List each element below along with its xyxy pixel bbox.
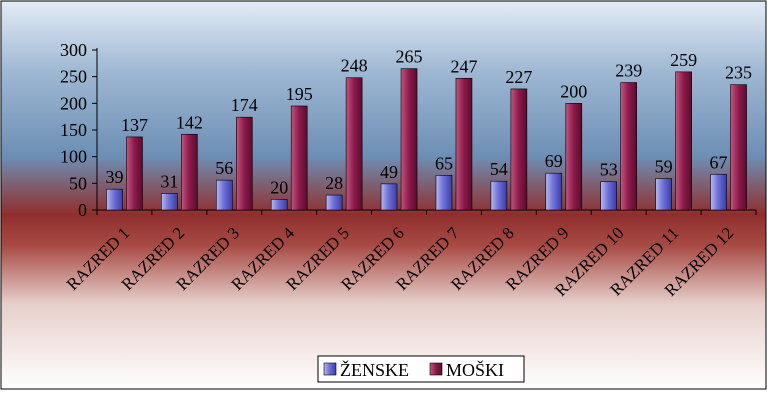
y-tick-label: 50 (69, 173, 87, 193)
data-label: 53 (600, 160, 618, 180)
bar-moski (345, 77, 363, 211)
bar-zenske (655, 178, 672, 211)
legend-swatch (323, 362, 337, 376)
bar-moski (235, 116, 253, 211)
bar-zenske (545, 172, 563, 211)
data-label: 227 (505, 67, 532, 87)
bar-zenske (490, 180, 508, 211)
bar-moski (620, 82, 638, 211)
data-label: 56 (215, 158, 233, 178)
data-label: 39 (105, 167, 123, 187)
data-label: 20 (270, 177, 288, 197)
y-tick-label: 100 (60, 147, 87, 167)
data-label: 28 (325, 173, 343, 193)
bar-moski (510, 88, 528, 211)
data-label: 65 (435, 153, 453, 173)
data-label: 31 (160, 171, 178, 191)
legend-label: MOŠKI (446, 359, 504, 380)
bar-moski (565, 103, 583, 211)
data-label: 49 (380, 162, 398, 182)
y-tick-label: 150 (60, 120, 87, 140)
bar-moski (290, 105, 308, 211)
data-label: 59 (655, 157, 673, 177)
data-label: 174 (231, 95, 258, 115)
bar-moski (126, 136, 143, 211)
data-label: 265 (396, 47, 423, 67)
y-tick-label: 0 (78, 200, 87, 220)
data-label: 259 (670, 50, 697, 70)
data-label: 248 (341, 56, 368, 76)
bar-zenske (435, 175, 453, 211)
bar-zenske (215, 179, 233, 211)
bar-moski (730, 84, 747, 211)
bar-zenske (600, 181, 618, 211)
bar-moski (181, 133, 198, 211)
data-label: 239 (615, 61, 642, 81)
legend: ŽENSKE MOŠKI (317, 355, 525, 383)
bar-moski (400, 68, 418, 211)
data-label: 67 (710, 152, 728, 172)
bar-zenske (161, 193, 178, 211)
data-label: 69 (545, 151, 563, 171)
bar-moski (675, 71, 692, 211)
data-label: 235 (725, 63, 752, 83)
y-tick-label: 200 (60, 93, 87, 113)
axes: 0 50 100 150 200 250 300 (60, 40, 757, 220)
legend-swatch (429, 362, 443, 376)
y-tick-label: 250 (60, 67, 87, 87)
data-label: 142 (176, 112, 203, 132)
data-label: 200 (560, 81, 587, 101)
bar-zenske (325, 194, 343, 211)
bar-zenske (106, 188, 123, 211)
data-label: 247 (450, 56, 477, 76)
data-label: 54 (490, 159, 508, 179)
bar-zenske (270, 199, 288, 211)
bar-zenske (380, 183, 398, 211)
data-label: 195 (286, 84, 313, 104)
bar-zenske (710, 173, 727, 211)
legend-label: ŽENSKE (340, 359, 409, 380)
bar-moski (455, 77, 473, 211)
legend-box (317, 355, 525, 383)
y-tick-label: 300 (60, 40, 87, 60)
bars (106, 68, 747, 211)
data-label: 137 (121, 115, 148, 135)
data-labels: 39 137 31 142 56 174 20 195 28 248 49 265 65 247 54 227… (105, 47, 752, 198)
